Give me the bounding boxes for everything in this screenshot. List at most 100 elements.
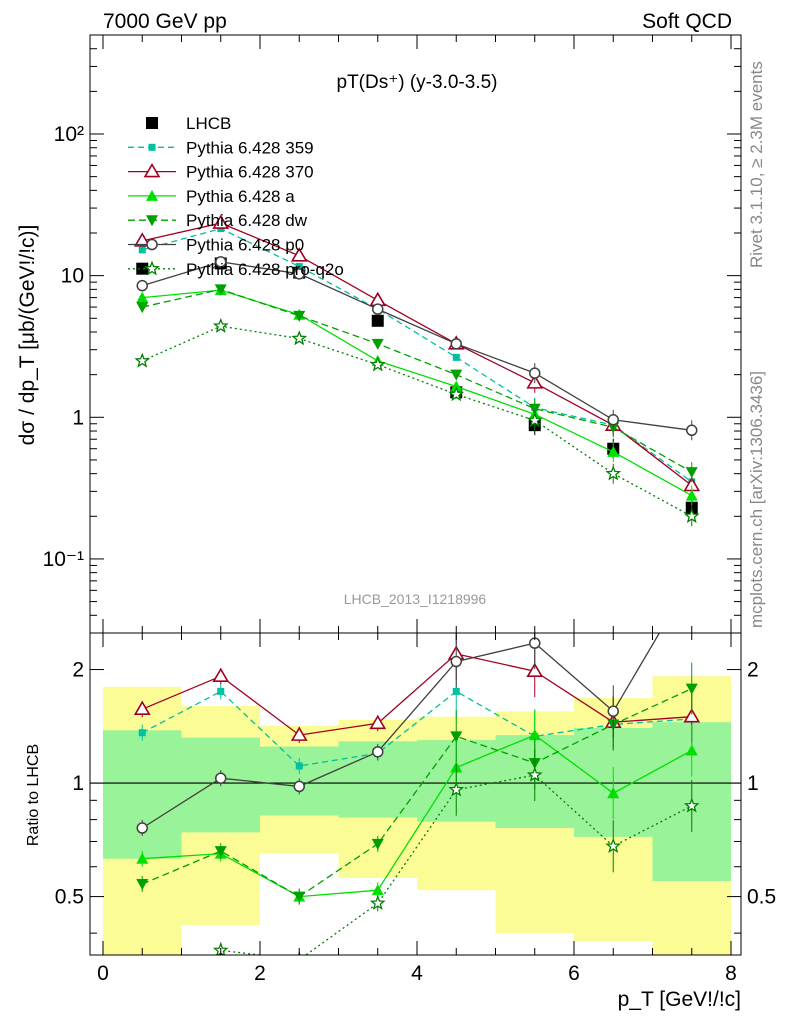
- ratio-y-tick-label: 2: [72, 659, 84, 682]
- pythia-6-428-a-point: [685, 489, 698, 501]
- pythia-6-428-pro-q2o-point: [291, 330, 308, 346]
- legend-marker-lhcb: [146, 117, 158, 129]
- x-axis-label: p_T [GeV!/!c]: [618, 988, 741, 1011]
- pythia-6-428-p0-ratio-point: [293, 780, 305, 793]
- pythia-6-428-370-ratio-point: [133, 700, 151, 715]
- pythia-6-428-p0-point: [293, 268, 305, 280]
- pythia-6-428-dw-point: [214, 284, 227, 296]
- lhcb-point: [136, 262, 149, 275]
- x-tick-label: 4: [411, 962, 423, 985]
- main-title: pT(Ds⁺) (y-3.0-3.5): [337, 72, 498, 93]
- legend-label-pythia-6-428-a: Pythia 6.428 a: [186, 187, 295, 206]
- pythia-6-428-pro-q2o-ratio-point: [448, 781, 465, 797]
- energy-label: 7000 GeV pp: [103, 10, 227, 33]
- main-series-group: [133, 214, 701, 527]
- y-tick-label: 1: [72, 406, 84, 429]
- pythia-6-428-dw-ratio-point: [293, 891, 306, 903]
- pythia-6-428-dw-point: [293, 310, 306, 322]
- pythia-6-428-p0-point: [686, 424, 698, 437]
- pythia-6-428-a-ratio-point: [528, 729, 541, 741]
- pythia-6-428-p0-point: [215, 256, 227, 268]
- pythia-6-428-359-ratio-line: [141, 690, 692, 767]
- pythia-6-428-pro-q2o-ratio-point: [683, 797, 700, 813]
- ratio-y-tick-label-right: 2: [747, 659, 759, 682]
- pythia-6-428-pro-q2o-point: [526, 412, 543, 428]
- pythia-6-428-pro-q2o-ratio-point: [605, 837, 622, 853]
- pythia-6-428-p0-point: [450, 338, 462, 350]
- pythia-6-428-370-point: [212, 214, 230, 229]
- legend-marker-pythia-6-428-370: [143, 163, 161, 178]
- legend-marker-pythia-6-428-a: [146, 189, 158, 201]
- pythia-6-428-359-line: [142, 227, 693, 483]
- y-tick-label: 10: [61, 265, 84, 288]
- pythia-6-428-p0-point: [372, 303, 384, 315]
- x-tick-label: 0: [97, 962, 109, 985]
- pythia-6-428-p0-ratio-point: [372, 746, 384, 758]
- ratio-y-tick-label: 1: [72, 772, 84, 795]
- pythia-6-428-dw-ratio-point: [136, 878, 149, 890]
- pythia-6-428-370-line: [142, 222, 693, 487]
- ratio-plot-area: [90, 676, 741, 955]
- pythia-6-428-370-ratio-point: [526, 662, 544, 677]
- inner-uncertainty-band: [103, 730, 182, 859]
- rivet-note: Rivet 3.1.10, ≥ 2.3M events: [747, 61, 766, 268]
- pythia-6-428-pro-q2o-point: [212, 317, 229, 333]
- x-tick-label: 2: [254, 962, 266, 985]
- pythia-6-428-p0-ratio-point: [450, 655, 462, 668]
- pythia-6-428-p0-point: [607, 414, 619, 426]
- pythia-6-428-370-ratio-point: [369, 714, 387, 730]
- pythia-6-428-pro-q2o-point: [369, 356, 386, 372]
- pythia-6-428-dw-ratio-point: [685, 683, 698, 695]
- pythia-6-428-pro-q2o-point: [448, 386, 465, 402]
- pythia-6-428-a-point: [607, 445, 620, 457]
- pythia-6-428-370-ratio-line: [142, 653, 692, 736]
- legend-label-pythia-6-428-pro-q2o: Pythia 6.428 pro-q2o: [186, 260, 344, 279]
- pythia-6-428-359-point: [138, 246, 146, 254]
- pythia-6-428-pro-q2o-ratio-point: [526, 766, 543, 782]
- legend-label-pythia-6-428-dw: Pythia 6.428 dw: [186, 211, 308, 230]
- pythia-6-428-dw-point: [371, 338, 384, 350]
- pythia-6-428-370-point: [133, 232, 151, 247]
- pythia-6-428-dw-ratio-point: [214, 846, 227, 858]
- main-y-axis-label: dσ / dp_T [μb/(GeV!/!c)]: [16, 225, 39, 446]
- legend-marker-pythia-6-428-359: [148, 143, 156, 151]
- pythia-6-428-370-ratio-point: [683, 708, 701, 723]
- pythia-6-428-359-point: [452, 353, 460, 361]
- pythia-6-428-a-ratio-point: [136, 852, 149, 864]
- pythia-6-428-dw-ratio-point: [450, 731, 463, 743]
- pythia-6-428-p0-ratio-line: [141, 633, 661, 829]
- ratio-axes: 0.5 0.5 1 1 2 2 0 2 4 6 8: [55, 632, 776, 985]
- pythia-6-428-370-ratio-point: [290, 726, 308, 741]
- pythia-6-428-370-point: [290, 247, 308, 262]
- pythia-6-428-p0-ratio-point: [136, 822, 148, 834]
- x-tick-label: 6: [568, 962, 580, 985]
- legend: LHCB Pythia 6.428 359 Pythia 6.428 370 Pyth…: [128, 114, 344, 279]
- pythia-6-428-pro-q2o-ratio-point: [369, 895, 386, 910]
- main-axes: 10⁻¹ 1 10 10²: [43, 34, 742, 634]
- pythia-6-428-a-ratio-point: [371, 884, 384, 896]
- legend-marker-pythia-6-428-pro-q2o: [144, 260, 160, 276]
- pythia-6-428-pro-q2o-ratio-line: [215, 774, 693, 955]
- pythia-6-428-a-ratio-line: [142, 734, 693, 898]
- pythia-6-428-pro-q2o-point: [683, 508, 700, 524]
- pythia-6-428-dw-line: [142, 288, 693, 473]
- main-watermark: LHCB_2013_I1218996: [344, 591, 487, 607]
- pythia-6-428-dw-ratio-point: [371, 838, 384, 850]
- pythia-6-428-dw-ratio-line: [142, 688, 693, 898]
- pythia-6-428-dw-point: [136, 302, 149, 314]
- pythia-6-428-359-point: [295, 263, 303, 271]
- pythia-6-428-pro-q2o-line: [142, 325, 693, 517]
- ratio-y-axis-label: Ratio to LHCB: [25, 744, 42, 846]
- pythia-6-428-a-line: [142, 289, 693, 497]
- pythia-6-428-p0-line: [142, 261, 692, 431]
- ratio-series-group: [133, 573, 701, 955]
- pythia-6-428-a-point: [136, 291, 149, 303]
- pythia-6-428-p0-point: [529, 367, 541, 379]
- pythia-6-428-p0-ratio-point: [687, 573, 697, 583]
- x-tick-label: 8: [725, 962, 737, 985]
- pythia-6-428-p0-ratio-point: [215, 772, 227, 784]
- pythia-6-428-pro-q2o-point: [134, 352, 151, 368]
- ratio-y-tick-label-right: 1: [747, 772, 759, 795]
- pythia-6-428-359-ratio-point: [295, 762, 303, 770]
